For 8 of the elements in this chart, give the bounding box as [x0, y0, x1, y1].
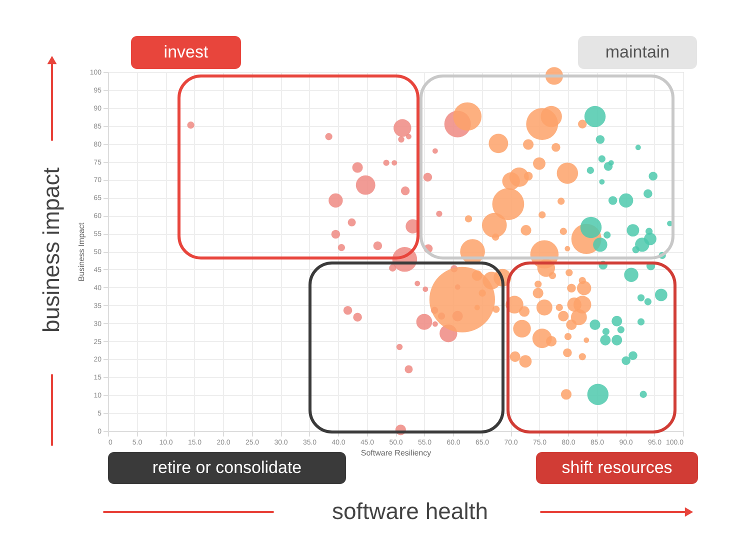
text: retire or consolidate	[152, 458, 302, 477]
text: business impact	[38, 166, 64, 332]
x-axis-title: Software Resiliency	[360, 448, 432, 458]
text: shift resources	[562, 458, 672, 477]
y-axis-title: Business Impact	[76, 222, 86, 282]
text: maintain	[605, 42, 670, 62]
text: invest	[164, 42, 208, 62]
text: software health	[332, 498, 488, 524]
